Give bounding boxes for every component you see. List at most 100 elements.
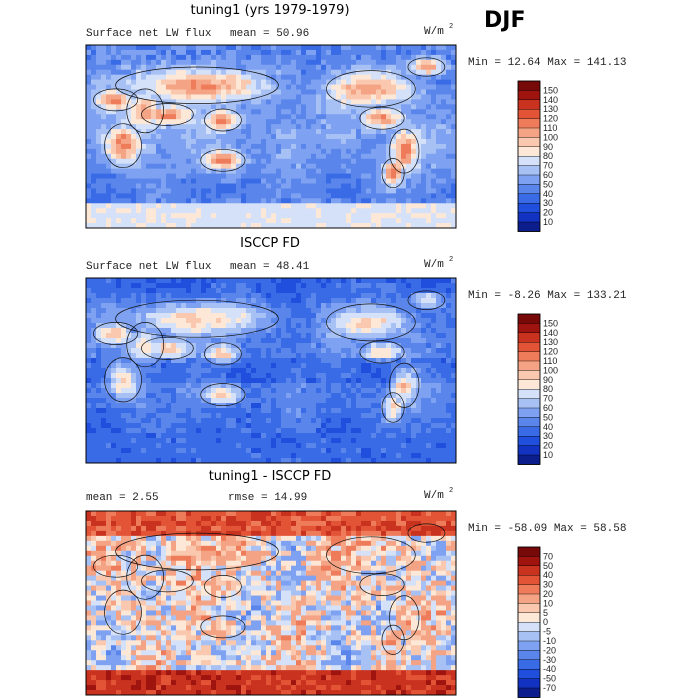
map-cell [216, 223, 222, 229]
map-cell [321, 49, 327, 56]
map-cell [181, 373, 187, 379]
map-cell [146, 64, 152, 71]
map-cell [351, 178, 357, 184]
map-cell [426, 298, 432, 304]
map-cell [391, 308, 397, 314]
map-cell [276, 338, 282, 344]
map-cell [191, 45, 197, 51]
map-cell [436, 418, 442, 424]
map-cell [261, 308, 267, 314]
map-cell [146, 288, 152, 294]
map-cell [131, 203, 137, 209]
map-cell [156, 213, 162, 219]
map-cell [151, 393, 157, 399]
map-cell [111, 193, 117, 199]
map-cell [201, 119, 207, 125]
map-cell [311, 423, 317, 429]
map-cell [131, 173, 137, 179]
map-cell [366, 129, 372, 135]
map-cell [86, 298, 92, 304]
map-cell [151, 168, 157, 174]
map-cell [411, 163, 417, 170]
map-cell [346, 383, 352, 389]
map-cell [301, 89, 307, 95]
map-cell [361, 193, 367, 199]
map-cell [436, 59, 442, 66]
map-cell [106, 378, 112, 384]
map-cell [431, 413, 437, 419]
map-cell [431, 74, 437, 81]
map-cell [371, 45, 377, 51]
map-cell [341, 104, 347, 110]
map-cell [356, 398, 362, 404]
map-cell [426, 338, 432, 344]
map-cell [181, 208, 187, 214]
map-cell [371, 153, 377, 160]
map-cell [316, 188, 322, 194]
map-cell [131, 124, 137, 130]
map-cell [151, 198, 157, 204]
map-cell [291, 303, 297, 309]
map-cell [271, 368, 277, 374]
map-cell [266, 408, 272, 414]
map-cell [386, 104, 392, 110]
map-cell [441, 328, 447, 334]
map-cell [296, 158, 302, 165]
map-cell [291, 423, 297, 429]
map-cell [121, 163, 127, 170]
map-cell [296, 298, 302, 304]
map-cell [176, 343, 182, 349]
map-cell [91, 134, 97, 140]
map-cell [211, 168, 217, 174]
map-cell [316, 338, 322, 344]
map-cell [141, 213, 147, 219]
map-cell [186, 283, 192, 289]
map-cell [196, 348, 202, 354]
map-cell [381, 99, 387, 105]
map-cell [296, 69, 302, 76]
map-cell [256, 413, 262, 419]
map-cell [166, 323, 172, 329]
map-cell [416, 348, 422, 354]
map-cell [316, 308, 322, 314]
map-cell [266, 45, 272, 51]
map-cell [446, 163, 452, 170]
map-cell [111, 223, 117, 229]
map-cell [161, 208, 167, 214]
map-cell [86, 134, 92, 140]
map-cell [126, 183, 132, 189]
map-cell [151, 333, 157, 339]
map-cell [256, 64, 262, 71]
map-cell [131, 79, 137, 85]
map-cell [331, 193, 337, 199]
map-cell [141, 124, 147, 130]
map-cell [261, 198, 267, 204]
map-cell [321, 303, 327, 309]
map-cell [181, 313, 187, 319]
map-cell [191, 124, 197, 130]
map-cell [406, 218, 412, 224]
map-cell [211, 408, 217, 414]
map-cell [111, 134, 117, 140]
map-cell [276, 104, 282, 110]
map-cell [391, 89, 397, 95]
map-cell [411, 408, 417, 414]
map-cell [161, 89, 167, 95]
map-cell [236, 278, 242, 284]
map-cell [301, 49, 307, 56]
map-cell [216, 318, 222, 324]
map-cell [316, 74, 322, 81]
map-cell [341, 99, 347, 105]
map-cell [121, 373, 127, 379]
map-cell [151, 363, 157, 369]
map-cell [351, 74, 357, 81]
map-cell [396, 328, 402, 334]
map-cell [211, 213, 217, 219]
map-cell [301, 54, 307, 61]
map-cell [396, 323, 402, 329]
map-cell [401, 104, 407, 110]
map-cell [356, 138, 362, 145]
map-cell [401, 308, 407, 314]
map-cell [221, 178, 227, 184]
map-cell [281, 423, 287, 429]
